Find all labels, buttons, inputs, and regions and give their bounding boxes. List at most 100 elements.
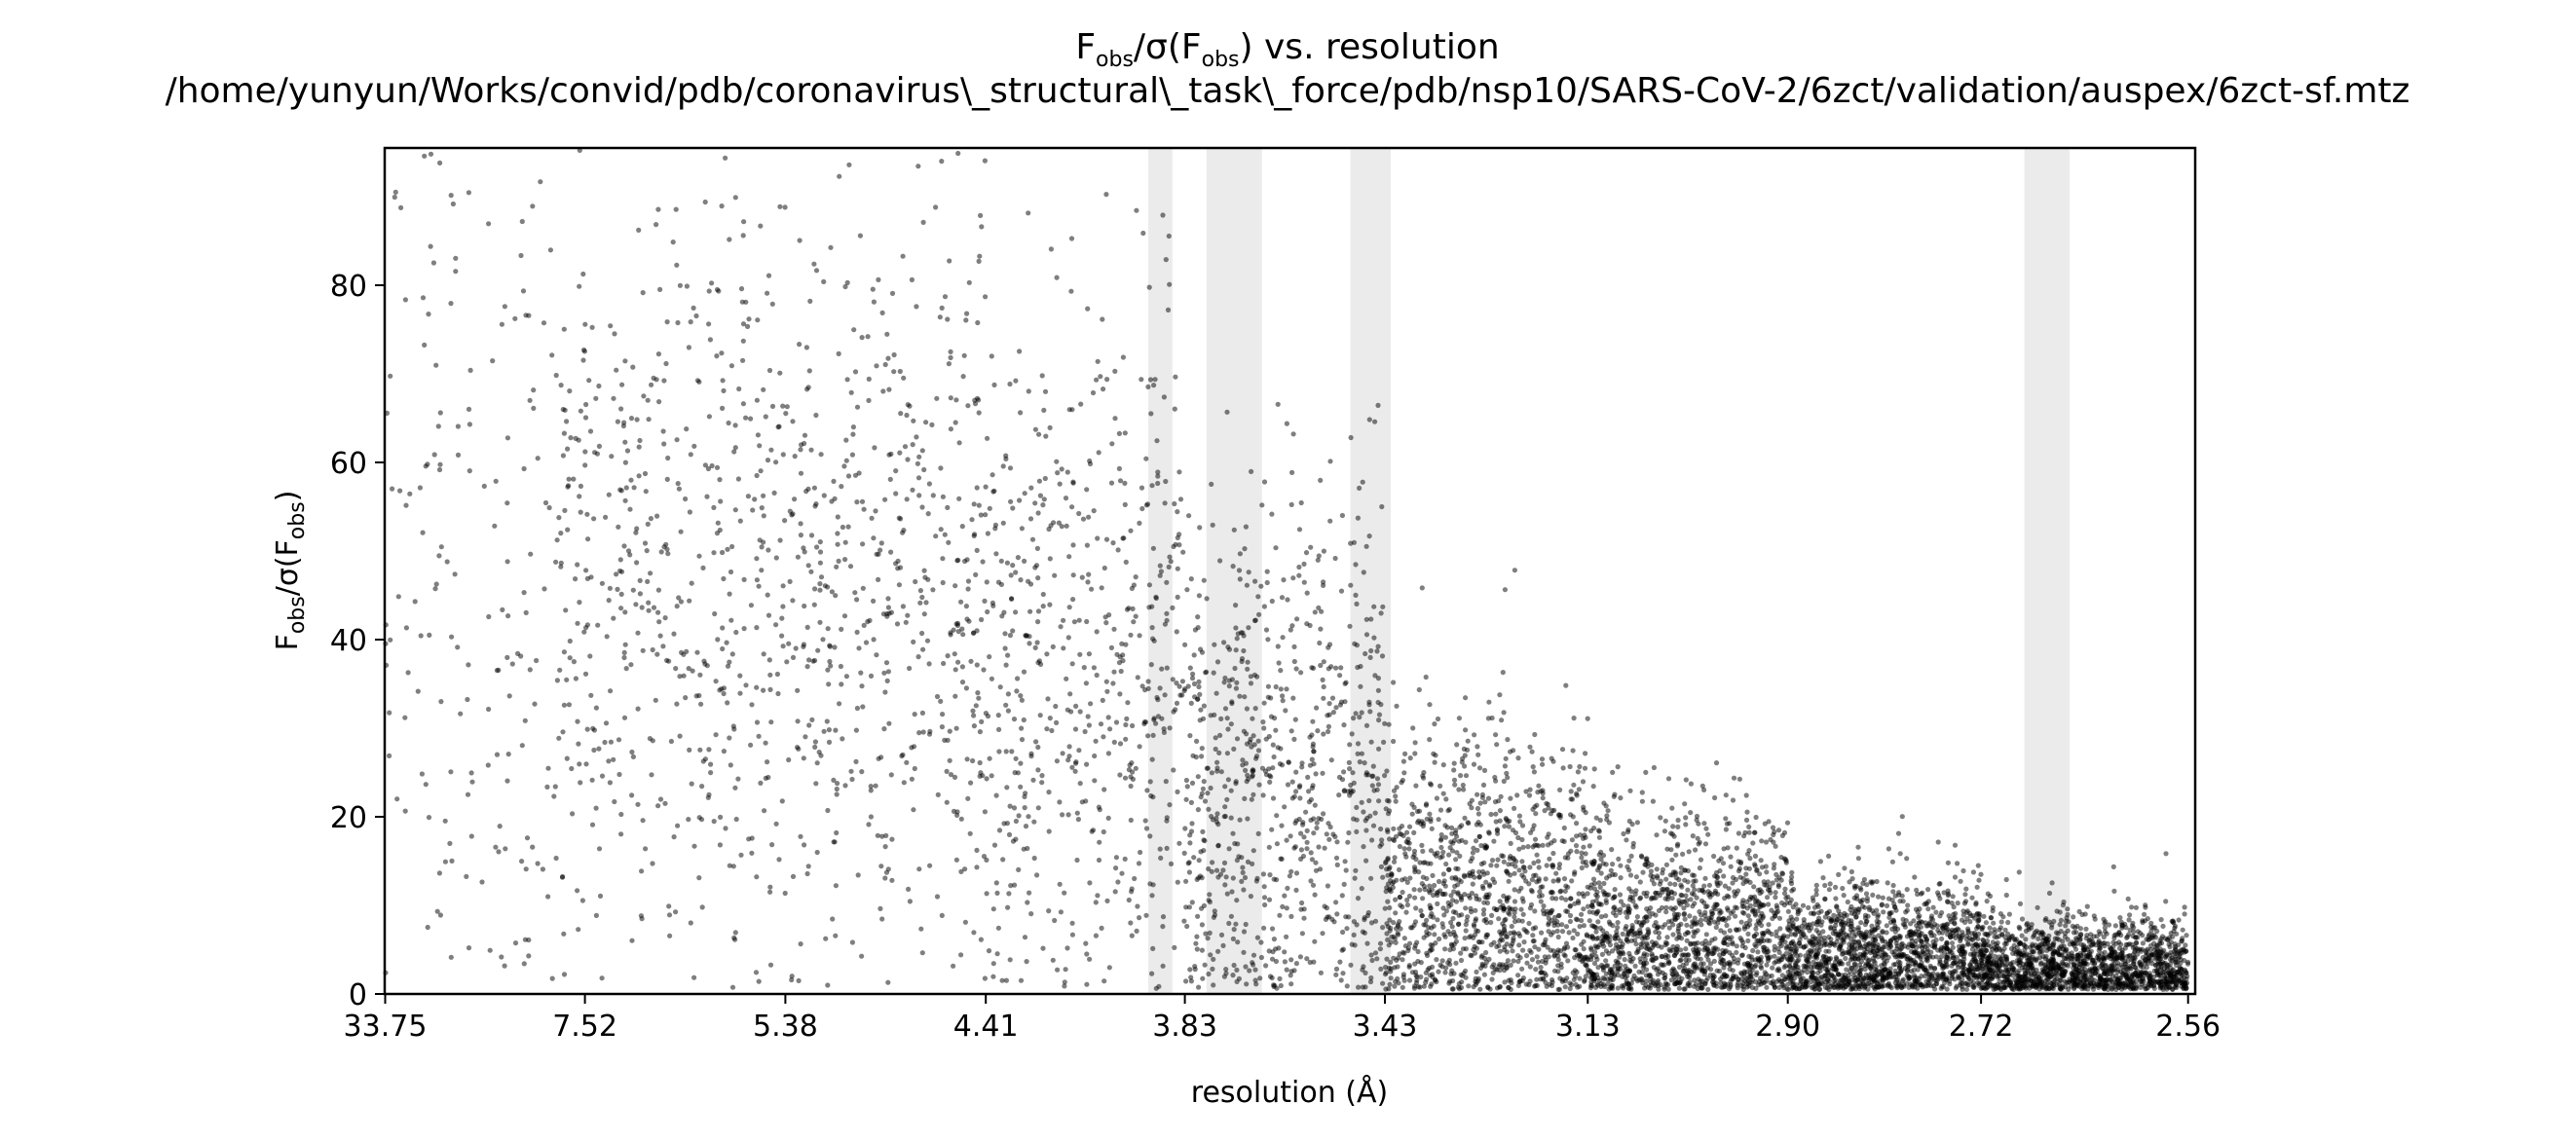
data-point — [782, 890, 788, 897]
data-point — [1486, 956, 1492, 963]
data-point — [1310, 741, 1316, 747]
data-point — [954, 622, 961, 629]
data-point — [1506, 824, 1512, 829]
data-point — [1523, 789, 1529, 794]
data-point — [587, 428, 594, 434]
data-point — [839, 681, 844, 687]
data-point — [1516, 888, 1522, 894]
data-point — [1155, 469, 1161, 475]
data-point — [1357, 759, 1363, 765]
data-point — [458, 711, 464, 717]
data-point — [1141, 720, 1147, 727]
data-point — [1592, 976, 1598, 982]
data-point — [595, 622, 601, 628]
data-point — [1183, 878, 1189, 884]
data-point — [1319, 608, 1325, 614]
data-point — [1353, 867, 1359, 873]
data-point — [634, 417, 640, 423]
data-point — [1414, 939, 1420, 945]
data-point — [1729, 976, 1735, 982]
data-point — [1129, 585, 1135, 592]
data-point — [1706, 882, 1712, 888]
data-point — [1081, 665, 1087, 671]
data-point — [449, 634, 455, 640]
data-point — [1687, 913, 1693, 919]
data-point — [1757, 871, 1763, 877]
data-point — [387, 710, 392, 716]
data-point — [1678, 870, 1684, 876]
data-point — [1743, 792, 1749, 798]
data-point — [1434, 957, 1439, 963]
data-point — [1742, 944, 1748, 951]
data-point — [1033, 563, 1040, 569]
data-point — [983, 512, 989, 518]
data-point — [790, 873, 797, 880]
data-point — [1733, 974, 1739, 979]
data-point — [833, 593, 839, 599]
data-point — [965, 795, 971, 801]
data-point — [640, 647, 646, 653]
data-point — [523, 609, 529, 616]
data-point — [1255, 748, 1262, 754]
data-point — [1199, 746, 1205, 752]
data-point — [1569, 878, 1575, 884]
data-point — [1046, 790, 1052, 795]
data-point — [1155, 473, 1161, 479]
data-point — [678, 529, 684, 534]
data-point — [868, 788, 874, 793]
data-point — [885, 669, 892, 675]
data-point — [1179, 679, 1185, 684]
data-point — [1624, 837, 1629, 843]
data-point — [1080, 516, 1087, 522]
data-point — [1428, 816, 1434, 822]
data-point — [553, 559, 559, 565]
data-point — [1518, 906, 1524, 912]
data-point — [1583, 751, 1588, 756]
data-point — [1318, 477, 1324, 483]
data-point — [759, 544, 765, 550]
data-point — [1200, 975, 1206, 981]
data-point — [654, 651, 660, 657]
data-point — [1702, 903, 1709, 910]
data-point — [1485, 984, 1491, 990]
data-point — [1628, 959, 1634, 965]
data-point — [974, 485, 980, 491]
data-point — [1577, 975, 1583, 981]
data-point — [1685, 952, 1691, 958]
data-point — [504, 500, 510, 506]
data-point — [1567, 985, 1573, 992]
data-point — [1399, 780, 1404, 786]
data-point — [1495, 857, 1501, 863]
data-point — [606, 758, 612, 764]
data-point — [885, 979, 891, 985]
data-point — [1028, 751, 1034, 756]
data-point — [1663, 952, 1669, 958]
data-point — [1508, 795, 1513, 801]
data-point — [1199, 947, 1205, 953]
data-point — [1493, 819, 1499, 825]
data-point — [1734, 949, 1739, 956]
data-point — [1091, 665, 1097, 671]
data-point — [952, 667, 958, 673]
data-point — [1597, 925, 1603, 932]
data-point — [1520, 947, 1526, 953]
data-point — [535, 456, 541, 461]
data-point — [1233, 603, 1239, 608]
data-point — [1382, 773, 1388, 779]
data-point — [1489, 976, 1495, 982]
data-point — [453, 255, 459, 261]
data-point — [1211, 982, 1216, 988]
data-point — [1766, 948, 1772, 955]
data-point — [939, 912, 945, 919]
data-point — [1725, 905, 1731, 911]
data-point — [885, 866, 891, 872]
data-point — [1174, 680, 1179, 686]
data-point — [827, 658, 833, 665]
data-point — [977, 253, 983, 259]
data-point — [1366, 417, 1372, 423]
data-point — [606, 492, 612, 497]
data-point — [616, 771, 622, 778]
data-point — [1650, 953, 1656, 959]
data-point — [766, 367, 773, 374]
data-point — [1028, 911, 1034, 917]
